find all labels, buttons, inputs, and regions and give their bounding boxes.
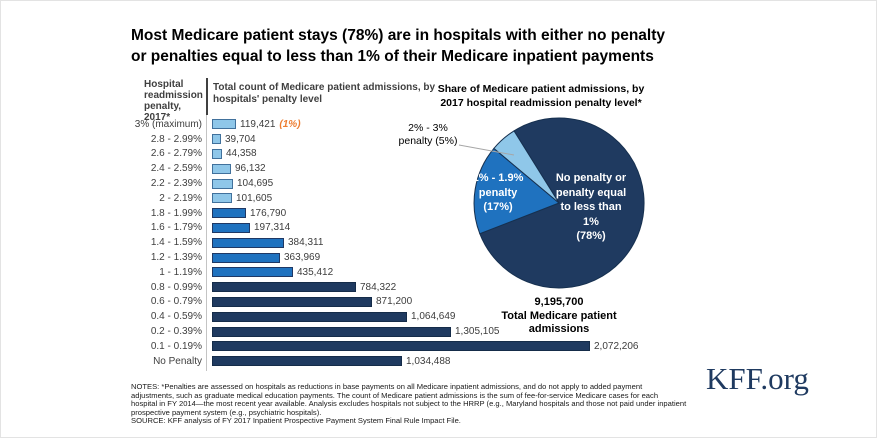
bar-category-label: 2.6 - 2.79% [150, 148, 202, 160]
bar-row: 1 - 1.19% 435,412 [99, 265, 699, 280]
bar-row: 0.2 - 0.39% 1,305,105 [99, 324, 699, 339]
bar-value-label: 871,200 [376, 296, 413, 308]
pie-total-label: 9,195,700 Total Medicare patient admissi… [501, 296, 617, 335]
bar-row: 2.2 - 2.39% 104,695 [99, 176, 699, 191]
bar-value-label: 1,305,105 [455, 326, 500, 338]
bar-category-label: 2.2 - 2.39% [150, 178, 202, 190]
bar-row: 2 - 2.19% 101,605 [99, 191, 699, 206]
pie-slice-label-no-penalty: No penalty or penalty equal to less than… [555, 172, 627, 242]
bar-chart: 3% (maximum) 119,421 (1%) 2.8 - 2.99% 39,704… [99, 117, 699, 369]
bar-category-label: 2 - 2.19% [159, 192, 202, 204]
bar-value-label: 101,605 [236, 192, 273, 204]
bar-category-label: 0.1 - 0.19% [150, 340, 202, 352]
page-title: Most Medicare patient stays (78%) are in… [131, 27, 666, 65]
bar [212, 134, 221, 145]
bar [212, 193, 232, 204]
bar-category-label: 0.2 - 0.39% [150, 326, 202, 338]
bar-row: 1.4 - 1.59% 384,311 [99, 235, 699, 250]
header-divider-line [206, 78, 208, 115]
kff-logo: KFF.org [706, 361, 809, 396]
bar-value-label: 784,322 [360, 281, 397, 293]
bar [212, 326, 451, 337]
bar-row: 0.8 - 0.99% 784,322 [99, 280, 699, 295]
pie-chart [472, 116, 646, 290]
bar [212, 311, 407, 322]
bar [212, 222, 250, 233]
bar [212, 119, 236, 130]
bar [212, 252, 280, 263]
pie-slice-label-1-1.9: 1% - 1.9% penalty (17%) [472, 172, 524, 213]
bar [212, 341, 590, 352]
bar [212, 148, 222, 159]
bar-category-label: 1.2 - 1.39% [150, 252, 202, 264]
bar-category-label: 1.8 - 1.99% [150, 207, 202, 219]
pie-svg [473, 117, 645, 289]
bar-value-label: 119,421 [240, 118, 276, 130]
bar [212, 163, 231, 174]
bar-row: 1.6 - 1.79% 197,314 [99, 221, 699, 236]
bar-category-label: 1.4 - 1.59% [150, 237, 202, 249]
bar-category-label: 2.4 - 2.59% [150, 163, 202, 175]
bar-value-label: 39,704 [225, 133, 256, 145]
bar-row: 0.6 - 0.79% 871,200 [99, 295, 699, 310]
bar-category-label: 2.8 - 2.99% [150, 133, 202, 145]
bar-value-label: 2,072,206 [594, 340, 639, 352]
bar-annotation: (1%) [279, 118, 301, 130]
bar-row: 2.4 - 2.59% 96,132 [99, 161, 699, 176]
pie-chart-title: Share of Medicare patient admissions, by… [437, 83, 645, 109]
bar-value-label: 1,064,649 [411, 311, 456, 323]
bar-value-label: 176,790 [250, 207, 287, 219]
bar-row: 2.6 - 2.79% 44,358 [99, 147, 699, 162]
notes-and-source: NOTES: *Penalties are assessed on hospit… [131, 382, 687, 426]
bar-row: 0.4 - 0.59% 1,064,649 [99, 309, 699, 324]
bar [212, 237, 284, 248]
bar-category-label: 1.6 - 1.79% [150, 222, 202, 234]
bar-value-label: 96,132 [235, 163, 266, 175]
bar-value-label: 1,034,488 [406, 355, 451, 367]
bar-value-label: 363,969 [284, 252, 321, 264]
bar-row: 1.8 - 1.99% 176,790 [99, 206, 699, 221]
pie-slice-2 [493, 130, 560, 204]
bar-category-axis-header: Hospital readmission penalty, 2017* [144, 79, 203, 123]
bar-category-label: No Penalty [153, 355, 202, 367]
bar-value-axis-header: Total count of Medicare patient admissio… [213, 82, 436, 105]
pie-slice-callout-2-3: 2% - 3% penalty (5%) [398, 122, 458, 147]
pie-slice-1 [473, 147, 560, 235]
bar-category-label: 0.4 - 0.59% [150, 311, 202, 323]
callout-leader-line [458, 144, 515, 156]
bar-row: 0.1 - 0.19% 2,072,206 [99, 339, 699, 354]
bar-category-label: 0.6 - 0.79% [150, 296, 202, 308]
bar [212, 267, 293, 278]
bar-category-label: 3% (maximum) [134, 118, 202, 130]
bar-chart-axis-line [206, 115, 207, 371]
bar-value-label: 384,311 [288, 237, 324, 249]
bar-value-label: 197,314 [254, 222, 291, 234]
bar-row: 2.8 - 2.99% 39,704 [99, 132, 699, 147]
bar-category-label: 0.8 - 0.99% [150, 281, 202, 293]
bar [212, 208, 246, 219]
bar [212, 356, 402, 367]
bar-value-label: 435,412 [297, 266, 334, 278]
bar-row: 3% (maximum) 119,421 (1%) [99, 117, 699, 132]
pie-slice-0 [479, 117, 645, 289]
bar-row: 1.2 - 1.39% 363,969 [99, 250, 699, 265]
bar-category-label: 1 - 1.19% [159, 266, 202, 278]
bar [212, 282, 356, 293]
bar-value-label: 104,695 [237, 178, 274, 190]
bar-value-label: 44,358 [226, 148, 257, 160]
bar [212, 296, 372, 307]
bar [212, 178, 233, 189]
bar-row: No Penalty 1,034,488 [99, 354, 699, 369]
